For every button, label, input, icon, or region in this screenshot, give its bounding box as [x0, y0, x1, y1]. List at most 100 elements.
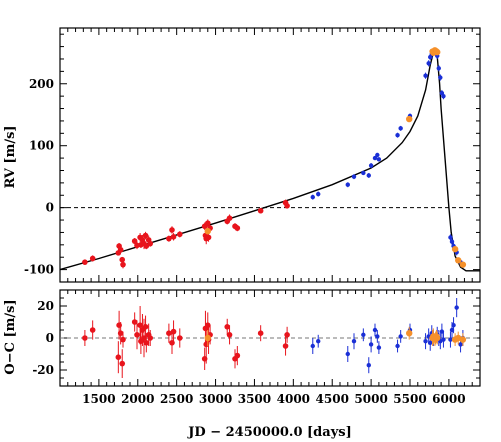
rv-point-red [170, 233, 177, 240]
res-point-blue [448, 337, 453, 342]
res-point-blue [310, 343, 315, 349]
res-point-blue [395, 343, 400, 349]
rv-point-orange [451, 245, 459, 253]
rv-point-red [226, 215, 233, 221]
res-point-red [226, 332, 233, 338]
res-point-blue [423, 339, 428, 344]
rv-point-blue [351, 174, 357, 179]
rv-point-blue [361, 170, 366, 176]
rv-point-blue [376, 157, 382, 162]
res-point-blue [351, 339, 357, 344]
rv-y-tick-label: 0 [46, 201, 54, 215]
res-point-red [282, 343, 289, 349]
x-tick-label: 2000 [121, 392, 154, 406]
rv-point-red [142, 232, 149, 239]
x-tick-label: 1500 [82, 392, 115, 406]
rv-point-red [89, 255, 96, 262]
rv-point-blue [345, 182, 350, 187]
res-point-red [137, 322, 143, 329]
res-point-blue [366, 363, 371, 368]
res-point-red [131, 319, 138, 325]
x-tick-label: 5000 [354, 392, 387, 406]
res-point-red [82, 335, 88, 341]
res-point-red [119, 360, 126, 367]
res-point-red [117, 330, 124, 337]
rv-point-red [284, 203, 290, 209]
res-point-red [147, 335, 154, 341]
rv-point-blue [375, 152, 380, 158]
rv-frame [59, 27, 481, 283]
rv-point-blue [310, 194, 315, 200]
res-point-red [120, 336, 126, 343]
res-point-blue [368, 342, 374, 347]
res-point-blue [398, 334, 403, 339]
res-point-red [143, 340, 150, 346]
rv-panel: -100 0 100 200 [24, 27, 481, 283]
rv-y-tick-label: 200 [29, 77, 54, 91]
rv-point-orange [455, 257, 462, 264]
res-point-blue [451, 323, 456, 328]
res-point-blue [375, 334, 380, 339]
rv-point-blue [372, 155, 378, 161]
res-point-blue [316, 339, 321, 344]
rv-point-red [205, 234, 212, 241]
rv-point-blue [316, 191, 321, 197]
rv-point-blue [366, 173, 371, 178]
x-tick-label: 5500 [393, 392, 426, 406]
res-y-tick-label: -20 [32, 363, 54, 377]
x-axis-label: JD − 2450000.0 [days] [187, 425, 351, 440]
rv-point-blue [426, 61, 431, 66]
rv-point-blue [438, 75, 443, 80]
res-point-orange [406, 330, 413, 337]
x-tick-label: 4500 [316, 392, 349, 406]
res-point-red [115, 354, 122, 361]
x-tick-label: 4000 [277, 392, 310, 406]
res-point-blue [361, 332, 366, 337]
res-point-blue [428, 340, 433, 345]
rv-y-tick-label: -100 [24, 263, 54, 277]
res-y-tick-label: 0 [46, 331, 54, 345]
x-tick-label: 2500 [160, 392, 193, 406]
x-tick-label: 3500 [238, 392, 271, 406]
res-point-red [89, 327, 96, 333]
x-tick-label: 6000 [432, 392, 465, 406]
rv-point-red [169, 227, 175, 233]
res-point-red [204, 322, 211, 329]
res-point-orange [459, 336, 467, 343]
rv-point-red [176, 231, 183, 238]
res-point-blue [454, 305, 459, 310]
rv-point-red [119, 256, 126, 263]
res-point-red [284, 332, 290, 338]
rv-point-red [82, 259, 88, 265]
rv-point-orange [406, 115, 413, 123]
rv-point-red [234, 225, 241, 231]
rv-point-red [166, 235, 172, 242]
rv-point-blue [395, 132, 400, 138]
res-y-tick-label: 20 [37, 299, 54, 313]
rv-point-blue [423, 73, 428, 78]
rv-point-red [131, 238, 138, 244]
res-point-blue [376, 345, 382, 350]
res-point-blue [372, 327, 378, 333]
model-curve [59, 50, 480, 272]
res-point-red [234, 352, 241, 359]
rv-point-orange [204, 228, 211, 235]
res-point-orange [434, 334, 441, 342]
res-point-red [166, 330, 172, 337]
rv-point-blue [449, 239, 455, 244]
rv-point-blue [441, 93, 446, 99]
residuals-panel: 1500 2000 2500 3000 3500 4000 4500 5000 5500 6000… [32, 289, 481, 406]
rv-axis-label: RV [m/s] [3, 125, 18, 188]
rv-point-red [120, 261, 126, 268]
res-point-red [176, 335, 183, 341]
res-point-red [134, 332, 140, 338]
x-tick-label: 3000 [199, 392, 232, 406]
residual-axis-label: O−C [m/s] [3, 299, 18, 374]
rv-point-red [204, 220, 211, 226]
res-point-blue [458, 342, 463, 347]
rv-point-blue [368, 163, 374, 168]
rv-point-blue [436, 66, 441, 71]
rv-y-tick-label: 100 [29, 139, 54, 153]
